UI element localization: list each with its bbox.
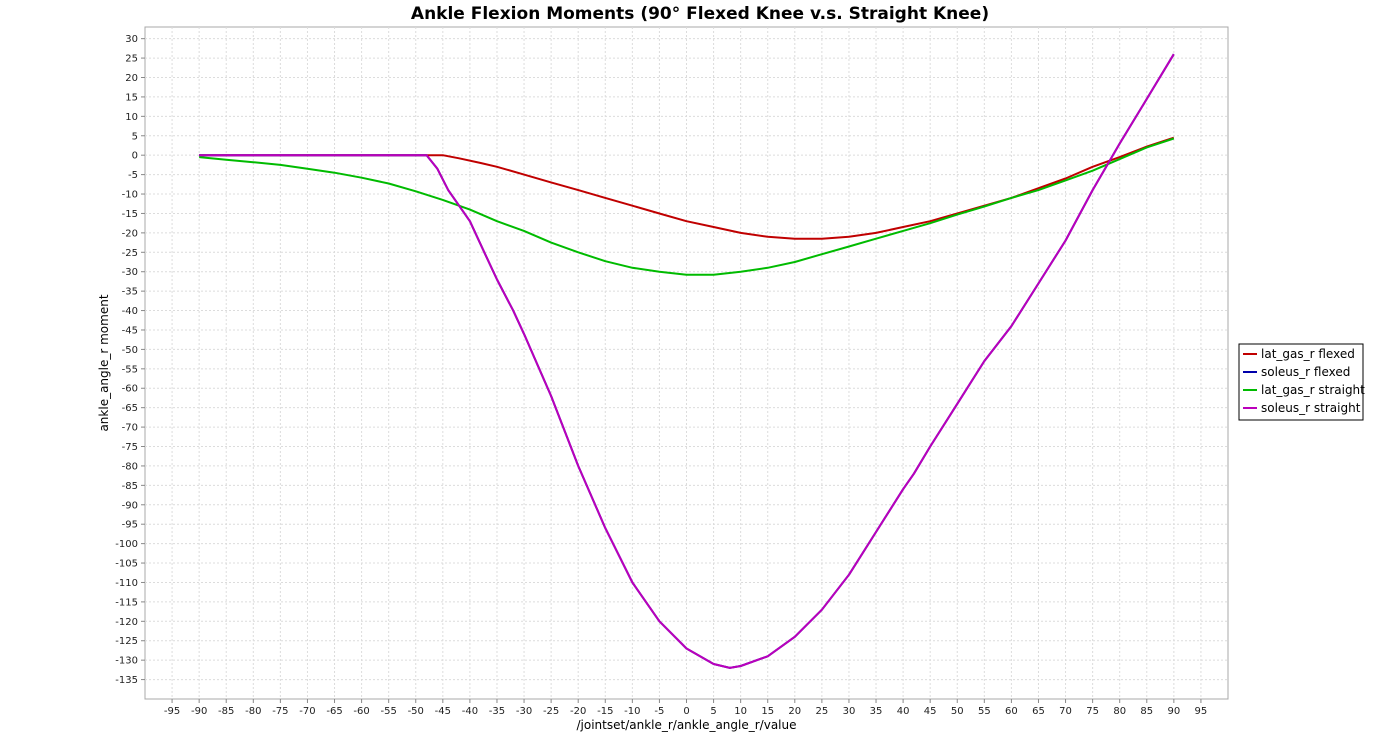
x-tick-label: -35 — [489, 706, 505, 717]
x-tick-label: -10 — [624, 706, 640, 717]
x-tick-label: 25 — [816, 706, 829, 717]
x-tick-label: -60 — [353, 706, 369, 717]
x-tick-label: 70 — [1059, 706, 1072, 717]
y-tick-label: -35 — [122, 287, 138, 298]
y-tick-label: -90 — [122, 500, 138, 511]
x-tick-label: 95 — [1195, 706, 1208, 717]
legend: lat_gas_r flexed soleus_r flexed lat_gas_r… — [1238, 343, 1365, 421]
legend-label: lat_gas_r straight — [1261, 383, 1365, 397]
legend-label: lat_gas_r flexed — [1261, 347, 1355, 361]
x-tick-label: -80 — [245, 706, 261, 717]
chart-title: Ankle Flexion Moments (90° Flexed Knee v… — [411, 4, 989, 24]
y-tick-label: -120 — [115, 617, 138, 628]
y-tick-label: -45 — [122, 325, 138, 336]
x-tick-label: -40 — [462, 706, 478, 717]
series-line-0 — [199, 136, 1175, 240]
y-tick-label: -5 — [128, 170, 138, 181]
y-tick-label: -125 — [115, 636, 138, 647]
x-tick-label: -25 — [543, 706, 559, 717]
y-tick-label: 0 — [132, 151, 138, 162]
x-tick-label: 10 — [734, 706, 747, 717]
y-tick-label: 5 — [132, 131, 138, 142]
x-tick-label: 15 — [761, 706, 774, 717]
y-tick-label: -85 — [122, 481, 138, 492]
x-tick-label: 90 — [1167, 706, 1180, 717]
y-axis-ticks: 30 25 20 15 10 5 0 -5 -10 -15 -20 -25 -30 -35 -40 -45 -5… — [115, 34, 145, 686]
y-tick-label: -30 — [122, 267, 138, 278]
y-tick-label: -100 — [115, 539, 138, 550]
y-tick-label: -60 — [122, 384, 138, 395]
series-line-3 — [199, 53, 1175, 669]
y-tick-label: -130 — [115, 656, 138, 667]
x-tick-label: 40 — [897, 706, 910, 717]
y-tick-label: -80 — [122, 461, 138, 472]
y-tick-label: -25 — [122, 248, 138, 259]
x-axis-label: /jointset/ankle_r/ankle_angle_r/value — [576, 718, 796, 732]
grid — [145, 27, 1228, 699]
y-tick-label: -20 — [122, 228, 138, 239]
x-tick-label: -75 — [272, 706, 288, 717]
y-tick-label: -15 — [122, 209, 138, 220]
legend-box — [1238, 343, 1364, 421]
x-tick-label: -65 — [326, 706, 342, 717]
x-tick-label: 35 — [870, 706, 883, 717]
x-tick-label: 45 — [924, 706, 937, 717]
x-tick-label: -95 — [164, 706, 180, 717]
x-tick-label: -15 — [597, 706, 613, 717]
y-tick-label: -10 — [122, 190, 138, 201]
x-tick-label: -55 — [381, 706, 397, 717]
y-tick-label: 20 — [125, 73, 138, 84]
x-tick-label: -5 — [654, 706, 664, 717]
x-tick-label: -50 — [408, 706, 424, 717]
x-tick-label: 50 — [951, 706, 964, 717]
y-axis-label: ankle_angle_r moment — [97, 294, 111, 431]
y-tick-label: -115 — [115, 597, 138, 608]
legend-label: soleus_r flexed — [1261, 365, 1350, 379]
series-layer — [199, 53, 1175, 669]
x-tick-label: 65 — [1032, 706, 1045, 717]
x-tick-label: -20 — [570, 706, 586, 717]
y-tick-label: 30 — [125, 34, 138, 45]
x-tick-label: 85 — [1140, 706, 1153, 717]
x-tick-label: 55 — [978, 706, 991, 717]
x-tick-label: -45 — [435, 706, 451, 717]
y-tick-label: -135 — [115, 675, 138, 686]
y-tick-label: 25 — [125, 54, 138, 65]
y-tick-label: 10 — [125, 112, 138, 123]
y-tick-label: -75 — [122, 442, 138, 453]
y-tick-label: -40 — [122, 306, 138, 317]
y-tick-label: -55 — [122, 364, 138, 375]
x-tick-label: -85 — [218, 706, 234, 717]
y-tick-label: -50 — [122, 345, 138, 356]
x-tick-label: 60 — [1005, 706, 1018, 717]
y-tick-label: -105 — [115, 559, 138, 570]
y-tick-label: -65 — [122, 403, 138, 414]
x-tick-label: -30 — [516, 706, 532, 717]
x-tick-label: -90 — [191, 706, 207, 717]
series-line-2 — [199, 137, 1175, 276]
legend-label: soleus_r straight — [1261, 401, 1361, 415]
x-tick-label: 30 — [843, 706, 856, 717]
x-tick-label: -70 — [299, 706, 315, 717]
x-tick-label: 75 — [1086, 706, 1099, 717]
x-tick-label: 0 — [683, 706, 689, 717]
y-tick-label: -70 — [122, 423, 138, 434]
x-axis-ticks: -95 -90 -85 -80 -75 -70 -65 -60 -55 -50 -45 -40 -35-… — [164, 699, 1207, 717]
x-tick-label: 80 — [1113, 706, 1126, 717]
y-tick-label: -110 — [115, 578, 138, 589]
x-tick-label: 5 — [710, 706, 716, 717]
x-tick-label: 20 — [788, 706, 801, 717]
y-tick-label: -95 — [122, 520, 138, 531]
y-tick-label: 15 — [125, 92, 138, 103]
